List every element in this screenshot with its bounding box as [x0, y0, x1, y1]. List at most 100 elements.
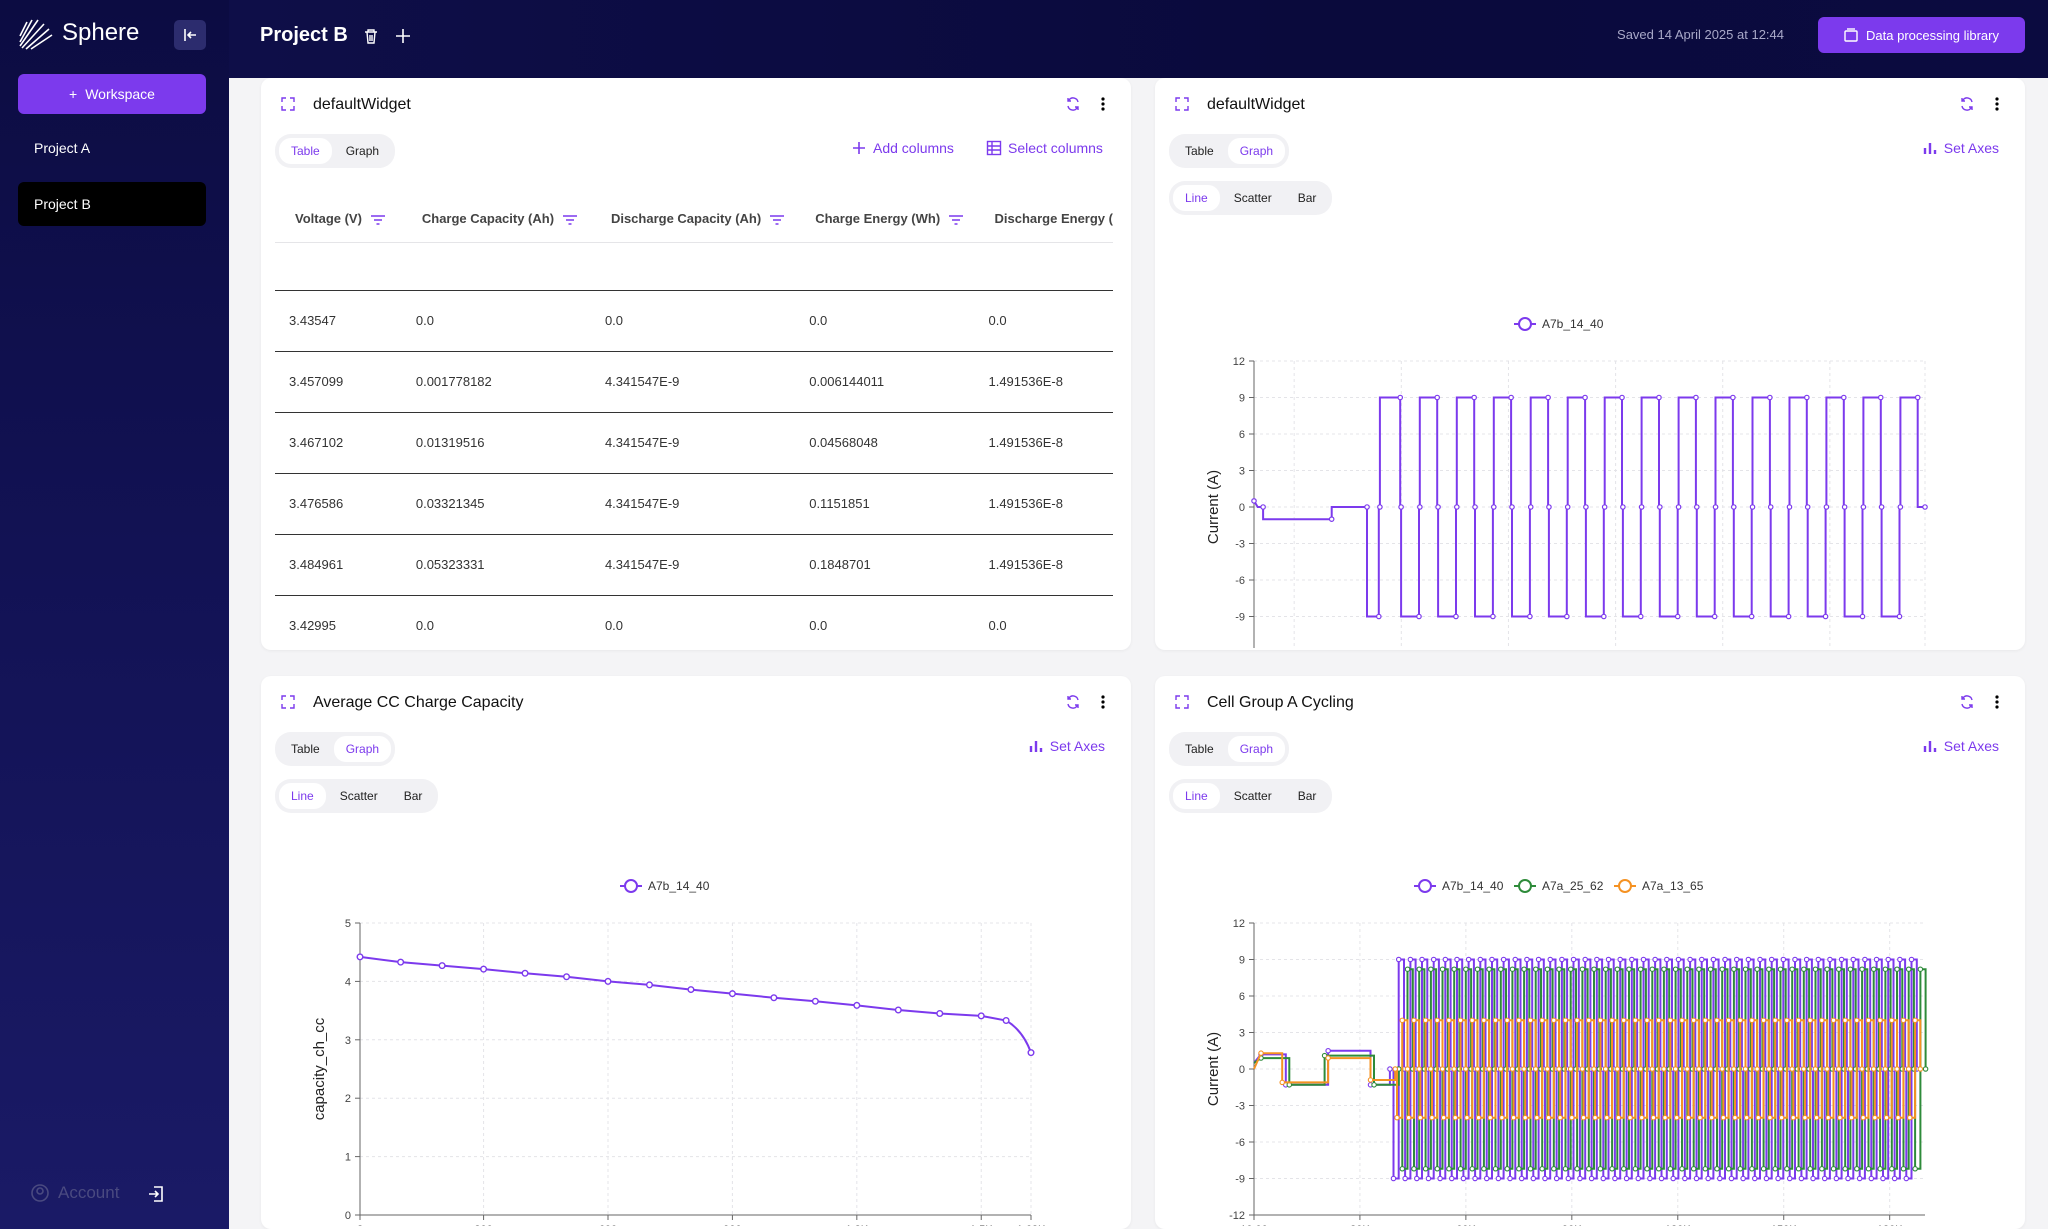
sidebar-item-project-a[interactable]: Project A: [18, 126, 206, 170]
set-axes-button[interactable]: Set Axes: [1922, 140, 1999, 156]
data-point: [1545, 1114, 1552, 1121]
more-vertical-icon[interactable]: [1095, 96, 1111, 112]
tab-graph[interactable]: Graph: [1227, 138, 1286, 164]
data-point: [1508, 394, 1514, 401]
y-tick-label: 6: [1239, 429, 1245, 441]
mode-scatter[interactable]: Scatter: [339, 789, 378, 803]
mode-line[interactable]: Line: [1173, 783, 1220, 809]
data-point: [1527, 613, 1533, 620]
mode-bar[interactable]: Bar: [1297, 789, 1317, 803]
data-point: [1730, 504, 1737, 510]
table-cell: 1.491536E-8: [974, 412, 1113, 474]
set-axes-button[interactable]: Set Axes: [1028, 738, 1105, 754]
table-row[interactable]: 3.43547 0.0 0.0 0.0 0.0: [275, 290, 1113, 352]
data-point: [1562, 1166, 1569, 1172]
capacity-cycle-chart[interactable]: 54321023006009001.2K1.5K1.62Kcyclecapaci…: [261, 826, 1131, 1226]
tab-table[interactable]: Table: [1185, 742, 1214, 756]
y-tick-label: 3: [1239, 466, 1245, 478]
column-header[interactable]: Discharge Capacity (Ah): [590, 196, 796, 243]
add-workspace-button[interactable]: + Workspace: [18, 74, 206, 114]
data-point: [1428, 1066, 1434, 1072]
filter-icon[interactable]: [370, 214, 386, 226]
data-processing-library-button[interactable]: Data processing library: [1818, 17, 2025, 53]
data-point: [1430, 956, 1437, 963]
cell-group-cycling-chart[interactable]: 12 9 6 3 0 -3 -6 -9 -12 10.00 30K 60K 90K 120K 150K 180…: [1155, 826, 2025, 1226]
data-point: [1565, 1175, 1572, 1182]
trash-icon[interactable]: [362, 27, 380, 45]
sidebar-item-project-b[interactable]: Project B: [18, 182, 206, 226]
data-point: [1594, 956, 1600, 963]
data-point: [1435, 504, 1441, 510]
select-columns-button[interactable]: Select columns: [986, 140, 1103, 156]
data-point: [1696, 1066, 1702, 1072]
table-scroll[interactable]: Voltage (V) Charge Capacity (Ah) Discharge…: [275, 196, 1113, 636]
data-point: [1495, 1175, 1502, 1182]
tab-graph[interactable]: Graph: [1227, 736, 1286, 762]
column-header[interactable]: Voltage (V): [275, 196, 402, 243]
logout-button[interactable]: [146, 1184, 166, 1209]
account-link[interactable]: Account: [30, 1183, 119, 1203]
tab-graph[interactable]: Graph: [333, 736, 392, 762]
widget-cell-group-a-cycling: Cell Group A Cycling Table Graph Line Sc…: [1155, 676, 2025, 1229]
tab-table[interactable]: Table: [1185, 144, 1214, 158]
set-axes-button[interactable]: Set Axes: [1922, 738, 1999, 754]
filter-icon[interactable]: [948, 214, 964, 226]
expand-icon[interactable]: [281, 97, 295, 111]
y-tick-label: 12: [1233, 918, 1245, 930]
expand-icon[interactable]: [1175, 97, 1189, 111]
refresh-icon[interactable]: [1065, 96, 1081, 112]
mode-bar[interactable]: Bar: [1297, 191, 1317, 205]
refresh-icon[interactable]: [1065, 694, 1081, 710]
table-cell: 4.341547E-9: [590, 351, 796, 413]
tab-graph[interactable]: Graph: [345, 144, 380, 158]
mode-bar[interactable]: Bar: [403, 789, 423, 803]
table-row[interactable]: 3.457099 0.001778182 4.341547E-9 0.00614401…: [275, 351, 1113, 413]
current-time-chart[interactable]: 129630-3-6-9-12416.25K420K430K440K450K46…: [1155, 228, 2025, 648]
refresh-icon[interactable]: [1959, 96, 1975, 112]
expand-icon[interactable]: [1175, 695, 1189, 709]
table-cell: 0.0: [401, 290, 591, 352]
refresh-icon[interactable]: [1959, 694, 1975, 710]
data-point: [1601, 504, 1608, 510]
add-widget-icon[interactable]: [394, 27, 412, 45]
column-header[interactable]: Discharge Energy (: [974, 196, 1113, 243]
legend-label: A7a_13_65: [1642, 879, 1704, 893]
data-point: [1763, 1175, 1770, 1182]
more-vertical-icon[interactable]: [1989, 96, 2005, 112]
mode-scatter[interactable]: Scatter: [1233, 191, 1272, 205]
data-point: [1328, 516, 1335, 522]
data-point: [1767, 1114, 1773, 1121]
filter-icon[interactable]: [769, 214, 785, 226]
filter-icon[interactable]: [562, 214, 578, 226]
data-point: [1451, 1066, 1457, 1072]
data-point: [1798, 1175, 1805, 1182]
mode-line[interactable]: Line: [1173, 185, 1220, 211]
more-vertical-icon[interactable]: [1989, 694, 2005, 710]
add-columns-button[interactable]: Add columns: [851, 140, 954, 156]
data-point: [1664, 956, 1670, 963]
data-point: [1813, 1114, 1820, 1121]
data-point: [1448, 1175, 1455, 1182]
data-point: [1877, 394, 1884, 401]
column-header[interactable]: Charge Capacity (Ah): [401, 196, 591, 243]
collapse-sidebar-button[interactable]: [174, 20, 206, 50]
table-row[interactable]: 3.467102 0.01319516 4.341547E-9 0.04568048 1…: [275, 412, 1113, 474]
data-point: [1745, 956, 1752, 963]
data-point: [1807, 1017, 1813, 1024]
mode-line[interactable]: Line: [279, 783, 326, 809]
table-row[interactable]: 3.476586 0.03321345 4.341547E-9 0.1151851 1.…: [275, 473, 1113, 535]
tab-table[interactable]: Table: [291, 742, 320, 756]
app-logo[interactable]: Sphere: [18, 16, 139, 50]
mode-scatter[interactable]: Scatter: [1233, 789, 1272, 803]
data-point: [1655, 1017, 1662, 1024]
table-row[interactable]: 3.484961 0.05323331 4.341547E-9 0.1848701 1.…: [275, 534, 1113, 596]
data-point: [1877, 1166, 1883, 1172]
data-point: [1865, 1017, 1872, 1024]
tab-table[interactable]: Table: [279, 138, 332, 164]
table-row[interactable]: 3.42995 0.0 0.0 0.0 0.0: [275, 595, 1113, 636]
data-point: [1749, 504, 1756, 510]
y-tick-label: 5: [345, 918, 351, 930]
column-header[interactable]: Charge Energy (Wh): [795, 196, 975, 243]
more-vertical-icon[interactable]: [1095, 694, 1111, 710]
expand-icon[interactable]: [281, 695, 295, 709]
